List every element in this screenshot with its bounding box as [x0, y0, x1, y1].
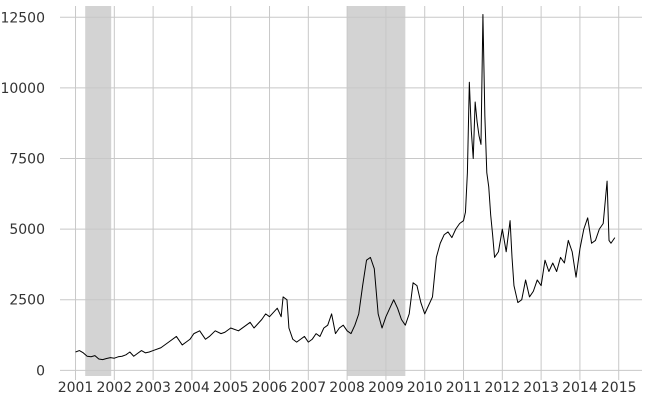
x-axis-labels: 2001 2002 2003 2004 2005 2006 2007 2008 2009 2010…: [58, 380, 637, 396]
x-tick-label: 2006: [252, 380, 288, 396]
x-tick-label: 2002: [96, 380, 132, 396]
y-tick-label: 7500: [9, 152, 45, 168]
shaded-periods: [85, 6, 406, 376]
x-tick-label: 2010: [407, 380, 443, 396]
x-tick-label: 2005: [213, 380, 249, 396]
x-tick-label: 2003: [135, 380, 171, 396]
x-tick-label: 2004: [174, 380, 210, 396]
x-tick-label: 2007: [290, 380, 326, 396]
y-tick-label: 2500: [9, 293, 45, 309]
x-tick-label: 2015: [601, 380, 637, 396]
x-tick-label: 2014: [562, 380, 598, 396]
y-axis-labels: 0 2500 5000 7500 10000 12500: [0, 10, 45, 379]
y-tick-label: 12500: [0, 10, 45, 26]
x-tick-label: 2008: [329, 380, 365, 396]
x-tick-label: 2009: [368, 380, 404, 396]
x-tick-label: 2011: [446, 380, 482, 396]
series-line-group: [75, 13, 616, 361]
series-line-1: [75, 13, 616, 361]
x-tick-label: 2013: [523, 380, 559, 396]
y-tick-label: 0: [36, 363, 45, 379]
y-tick-label: 10000: [0, 81, 45, 97]
shaded-band-2: [347, 6, 406, 376]
horizontal-gridlines: [60, 16, 642, 371]
x-axis-ticks: [75, 376, 620, 380]
shaded-band-1: [85, 6, 112, 376]
x-tick-label: 2012: [484, 380, 520, 396]
vertical-gridlines: [75, 6, 620, 376]
y-tick-label: 5000: [9, 222, 45, 238]
x-tick-label: 2001: [58, 380, 94, 396]
